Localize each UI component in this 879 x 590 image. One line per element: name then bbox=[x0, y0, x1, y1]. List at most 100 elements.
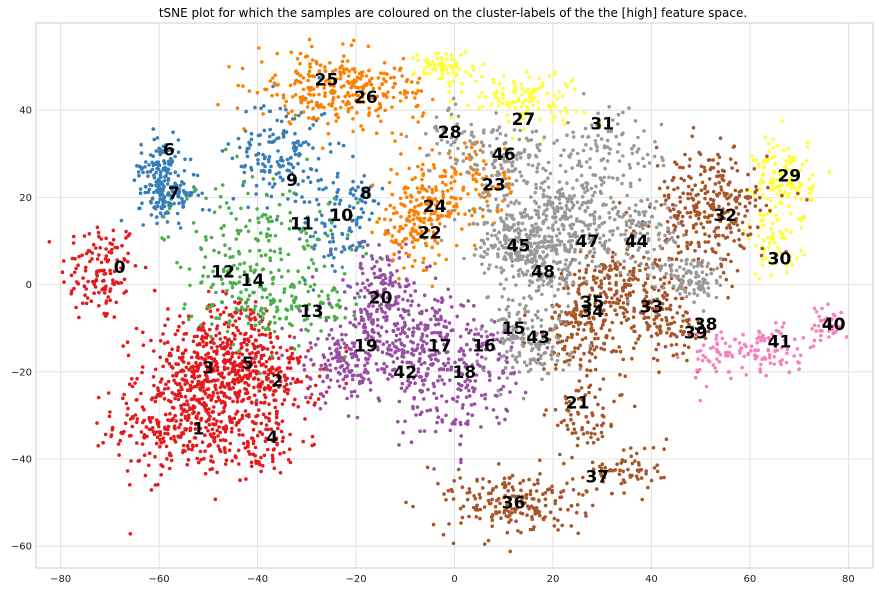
scatter-point bbox=[511, 298, 515, 303]
scatter-point bbox=[384, 229, 388, 233]
scatter-point bbox=[348, 191, 353, 196]
scatter-point bbox=[209, 334, 213, 339]
scatter-point bbox=[729, 230, 733, 235]
scatter-point bbox=[216, 378, 220, 382]
scatter-point bbox=[458, 334, 463, 339]
scatter-point bbox=[468, 139, 472, 143]
scatter-point bbox=[151, 127, 156, 131]
scatter-point bbox=[194, 384, 199, 389]
scatter-point bbox=[444, 183, 448, 187]
scatter-point bbox=[311, 123, 316, 127]
scatter-point bbox=[652, 466, 657, 470]
scatter-point bbox=[647, 161, 652, 165]
scatter-point bbox=[602, 276, 607, 281]
scatter-point bbox=[642, 255, 646, 260]
scatter-point bbox=[325, 374, 330, 378]
scatter-point bbox=[111, 237, 116, 242]
scatter-point bbox=[641, 156, 645, 161]
scatter-point bbox=[140, 442, 145, 446]
scatter-point bbox=[244, 300, 249, 304]
scatter-point bbox=[300, 195, 304, 199]
scatter-point bbox=[759, 219, 763, 223]
scatter-point bbox=[81, 301, 85, 306]
scatter-point bbox=[602, 341, 606, 346]
scatter-point bbox=[352, 389, 357, 394]
scatter-point bbox=[653, 285, 658, 289]
scatter-point bbox=[592, 426, 596, 431]
scatter-point bbox=[764, 196, 769, 201]
scatter-point bbox=[213, 422, 218, 427]
scatter-point bbox=[194, 443, 199, 448]
scatter-point bbox=[327, 301, 332, 306]
scatter-point bbox=[74, 266, 78, 271]
scatter-point bbox=[306, 243, 310, 248]
scatter-point bbox=[563, 169, 568, 174]
scatter-point bbox=[507, 176, 511, 180]
scatter-point bbox=[292, 225, 296, 230]
scatter-point bbox=[83, 269, 88, 273]
scatter-point bbox=[230, 354, 234, 359]
scatter-point bbox=[419, 229, 424, 234]
scatter-point bbox=[180, 197, 184, 201]
scatter-point bbox=[435, 129, 440, 133]
scatter-point bbox=[592, 294, 597, 298]
scatter-point bbox=[201, 340, 205, 344]
scatter-point bbox=[664, 307, 669, 311]
scatter-point bbox=[585, 306, 590, 311]
scatter-point bbox=[509, 518, 513, 522]
scatter-point bbox=[254, 262, 259, 267]
scatter-point bbox=[434, 396, 439, 401]
scatter-point bbox=[460, 227, 464, 231]
scatter-point bbox=[642, 283, 646, 288]
scatter-point bbox=[239, 379, 243, 383]
scatter-point bbox=[521, 327, 526, 331]
scatter-point bbox=[168, 412, 172, 416]
scatter-point bbox=[521, 332, 525, 337]
scatter-point bbox=[353, 70, 357, 74]
scatter-point bbox=[218, 337, 223, 341]
scatter-point bbox=[195, 363, 200, 368]
scatter-point bbox=[447, 90, 451, 95]
scatter-point bbox=[430, 245, 435, 250]
scatter-point bbox=[436, 214, 440, 218]
scatter-point bbox=[536, 99, 540, 104]
scatter-point bbox=[742, 228, 747, 233]
scatter-point bbox=[697, 200, 701, 205]
scatter-point bbox=[501, 384, 506, 389]
scatter-point bbox=[670, 263, 674, 267]
scatter-point bbox=[523, 501, 527, 505]
scatter-point bbox=[316, 156, 321, 161]
scatter-point bbox=[500, 101, 505, 106]
scatter-point bbox=[278, 247, 283, 251]
scatter-point bbox=[446, 80, 451, 85]
scatter-point bbox=[416, 89, 420, 93]
scatter-point bbox=[458, 383, 463, 388]
scatter-point bbox=[760, 257, 765, 262]
scatter-point bbox=[717, 180, 721, 185]
scatter-point bbox=[107, 414, 112, 419]
scatter-point bbox=[459, 521, 463, 525]
scatter-point bbox=[314, 268, 319, 273]
scatter-point bbox=[766, 185, 770, 190]
scatter-point bbox=[734, 199, 738, 204]
scatter-point bbox=[211, 269, 215, 274]
scatter-point bbox=[610, 296, 614, 300]
scatter-point bbox=[775, 218, 780, 222]
scatter-point bbox=[390, 131, 395, 135]
scatter-point bbox=[391, 328, 396, 333]
scatter-point bbox=[447, 321, 452, 325]
scatter-point bbox=[358, 262, 363, 267]
scatter-point bbox=[206, 429, 210, 433]
scatter-point bbox=[367, 111, 372, 115]
scatter-point bbox=[279, 257, 284, 262]
scatter-point bbox=[553, 407, 558, 412]
scatter-point bbox=[288, 210, 293, 215]
scatter-point bbox=[452, 179, 457, 184]
scatter-point bbox=[678, 165, 682, 170]
scatter-point bbox=[521, 100, 525, 105]
scatter-point bbox=[207, 379, 212, 384]
scatter-point bbox=[305, 105, 310, 109]
scatter-point bbox=[171, 374, 175, 378]
scatter-point bbox=[267, 219, 271, 224]
scatter-point bbox=[370, 266, 374, 271]
